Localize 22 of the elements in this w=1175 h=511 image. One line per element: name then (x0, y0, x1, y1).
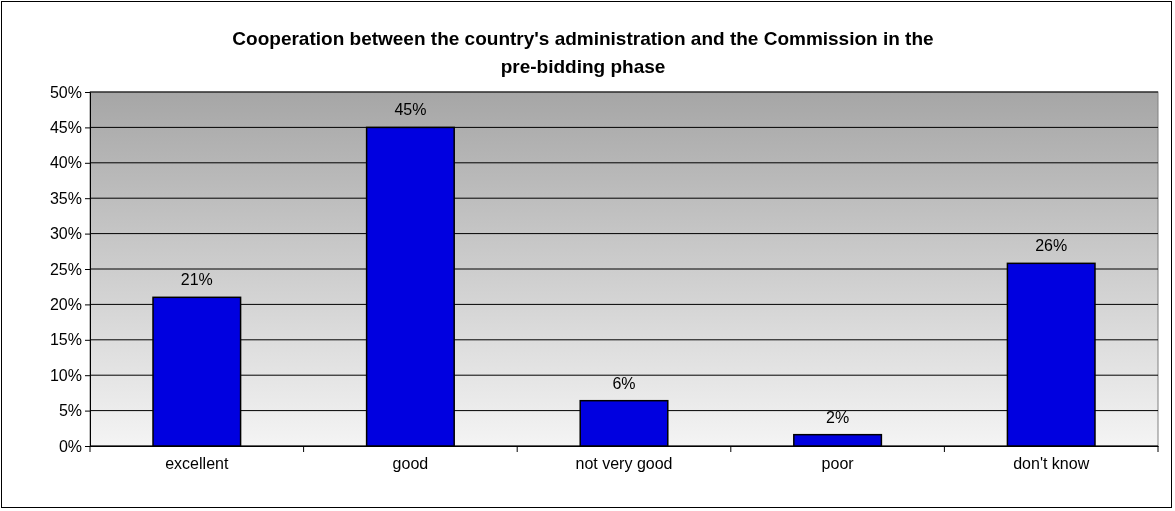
x-tick-label: good (392, 455, 429, 473)
y-tick-label: 10% (49, 366, 82, 384)
x-tick-label: don't know (1013, 455, 1090, 473)
data-label: 21% (180, 271, 213, 289)
y-tick-label: 25% (49, 260, 82, 278)
y-tick-label: 5% (58, 402, 82, 420)
data-label: 26% (1035, 237, 1068, 255)
y-tick-label: 30% (49, 225, 82, 243)
x-tick-label: poor (821, 455, 855, 473)
data-label: 45% (394, 101, 427, 119)
y-tick-label: 40% (49, 154, 82, 172)
y-tick-label: 50% (49, 83, 82, 101)
y-tick-label: 0% (58, 437, 82, 455)
data-label: 6% (612, 374, 636, 392)
data-label: 2% (826, 408, 850, 426)
y-tick-label: 15% (49, 331, 82, 349)
x-tick-label: not very good (575, 455, 673, 473)
y-tick-label: 45% (49, 119, 82, 137)
y-tick-label: 35% (49, 189, 82, 207)
y-tick-label: 20% (49, 296, 82, 314)
chart-title: Cooperation between the country's administration and the Commission in the pre-bidding phase (232, 28, 934, 77)
x-tick-label: excellent (165, 455, 229, 473)
